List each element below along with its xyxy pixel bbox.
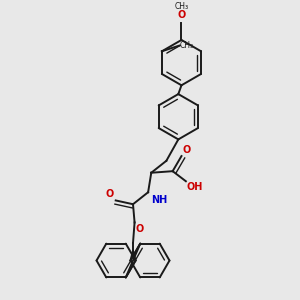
Text: CH₃: CH₃ [180, 41, 194, 50]
Text: O: O [177, 10, 186, 20]
Text: OH: OH [187, 182, 203, 192]
Text: O: O [106, 190, 114, 200]
Text: CH₃: CH₃ [174, 2, 188, 11]
Text: O: O [183, 145, 191, 155]
Text: O: O [136, 224, 144, 234]
Text: NH: NH [151, 195, 167, 205]
